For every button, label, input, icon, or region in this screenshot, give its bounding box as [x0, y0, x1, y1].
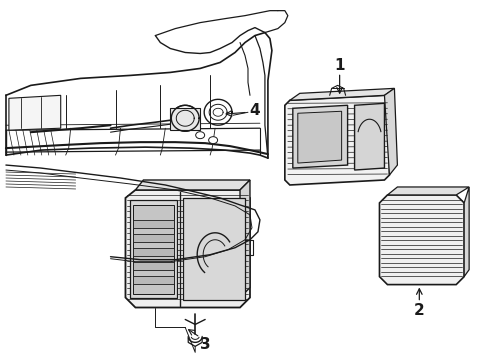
Polygon shape — [133, 262, 174, 270]
Polygon shape — [183, 198, 245, 300]
Polygon shape — [298, 111, 342, 163]
Polygon shape — [464, 187, 469, 276]
Polygon shape — [171, 108, 200, 130]
Polygon shape — [388, 187, 469, 195]
Polygon shape — [133, 205, 174, 293]
Polygon shape — [355, 103, 385, 170]
Polygon shape — [133, 234, 174, 242]
Polygon shape — [133, 220, 174, 228]
Polygon shape — [130, 200, 177, 298]
Polygon shape — [133, 276, 174, 284]
Ellipse shape — [209, 137, 218, 144]
Text: 1: 1 — [334, 58, 345, 73]
Text: 4: 4 — [249, 103, 260, 118]
Polygon shape — [240, 180, 250, 298]
Text: 3: 3 — [200, 337, 211, 352]
Polygon shape — [135, 180, 250, 190]
Polygon shape — [9, 95, 61, 130]
Polygon shape — [125, 190, 250, 307]
Polygon shape — [285, 95, 390, 185]
Polygon shape — [379, 195, 464, 285]
Ellipse shape — [196, 132, 205, 139]
Polygon shape — [293, 105, 347, 168]
Polygon shape — [290, 88, 394, 100]
Text: 2: 2 — [414, 303, 425, 318]
Polygon shape — [385, 88, 397, 175]
Polygon shape — [133, 248, 174, 256]
